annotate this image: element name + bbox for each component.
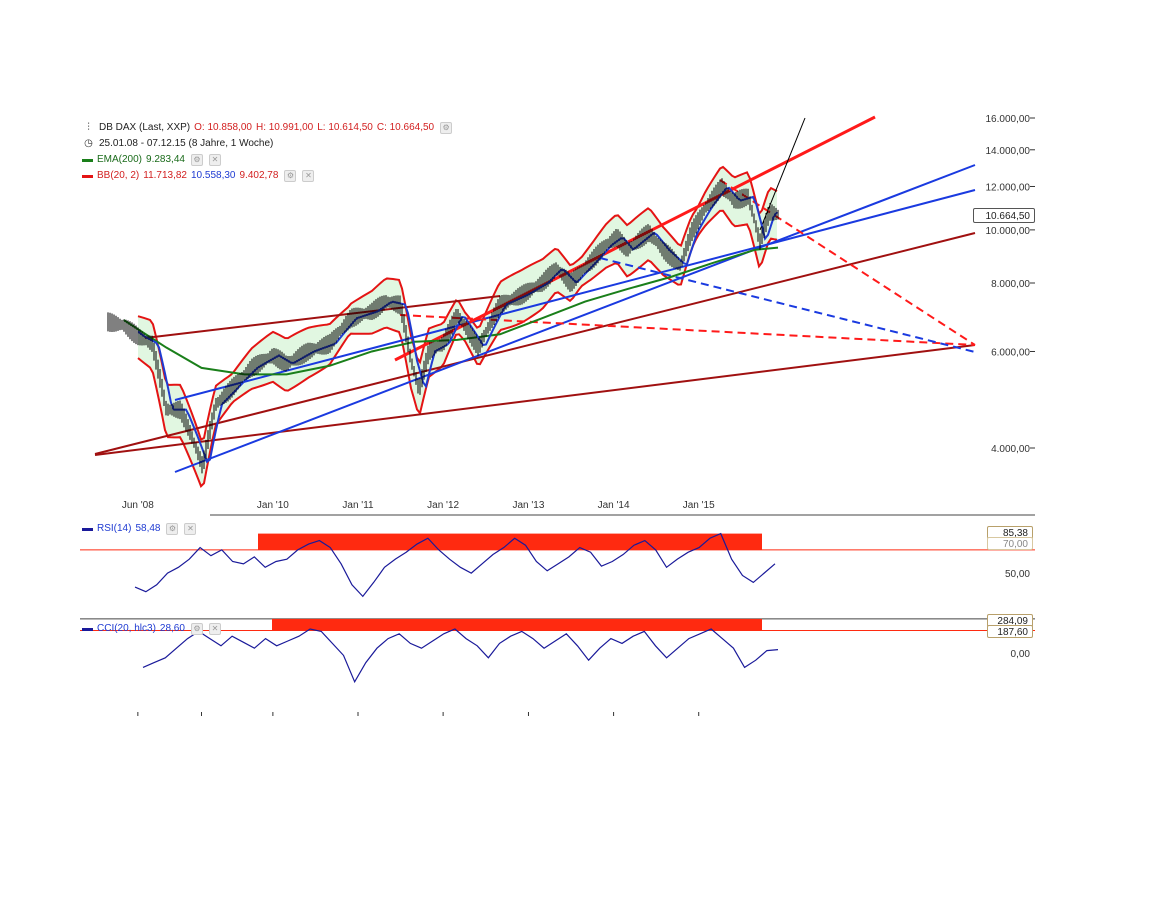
rsi-tick-label: 50,00 bbox=[1005, 569, 1030, 580]
blue-trendline-mid bbox=[174, 189, 976, 401]
bb-close-icon[interactable]: ✕ bbox=[302, 170, 315, 182]
bb-swatch bbox=[82, 174, 93, 178]
x-tick-label: Jun '08 bbox=[122, 500, 154, 511]
y-tick-label: 14.000,00 bbox=[986, 146, 1031, 157]
bb-label: BB(20, 2) bbox=[97, 170, 140, 181]
bb-settings-icon[interactable]: ⚙ bbox=[284, 170, 297, 182]
black-steep-line bbox=[759, 117, 806, 231]
settings-icon[interactable]: ⚙ bbox=[440, 122, 453, 134]
bb-mid-value: 10.558,30 bbox=[191, 170, 236, 181]
x-tick-label: Jan '12 bbox=[427, 500, 459, 511]
ema-value: 9.283,44 bbox=[146, 154, 185, 165]
instrument-name: DB DAX (Last, XXP) bbox=[99, 122, 191, 133]
main-price-panel: 16.000,00 14.000,00 12.000,00 10.000,00 8.00… bbox=[94, 114, 1035, 511]
rsi-ob-box: 70,00 bbox=[987, 537, 1033, 550]
cci-tick-label: 0,00 bbox=[1011, 649, 1031, 660]
y-tick-label: 6.000,00 bbox=[991, 347, 1030, 358]
long-trendline-upper bbox=[94, 232, 976, 455]
red-trendline-thick bbox=[394, 115, 876, 362]
cci-legend: CCI(20, hlc3) 28,60 ⚙ ✕ bbox=[82, 621, 221, 637]
cci-ob-box: 187,60 bbox=[987, 625, 1033, 638]
cci-line bbox=[142, 628, 779, 684]
y-tick-label: 16.000,00 bbox=[986, 114, 1031, 125]
cci-overbought-band bbox=[272, 618, 762, 631]
high-value: H: 10.991,00 bbox=[255, 122, 314, 133]
rsi-close-icon[interactable]: ✕ bbox=[184, 523, 197, 535]
y-tick-label: 4.000,00 bbox=[991, 444, 1030, 455]
cci-close-icon[interactable]: ✕ bbox=[208, 623, 221, 635]
legend-instrument-row: ⫶ DB DAX (Last, XXP) O: 10.858,00 H: 10.… bbox=[82, 120, 453, 136]
rsi-settings-icon[interactable]: ⚙ bbox=[166, 523, 179, 535]
cci-panel: 0,00 bbox=[80, 618, 1035, 716]
x-tick-label: Jan '15 bbox=[683, 500, 715, 511]
rsi-value: 58,48 bbox=[135, 523, 161, 534]
bollinger-lower-band bbox=[137, 209, 778, 488]
cci-label: CCI(20, hlc3) bbox=[97, 623, 156, 634]
bb-lower-value: 9.402,78 bbox=[239, 170, 279, 181]
rsi-line bbox=[134, 532, 776, 598]
x-tick-label: Jan '13 bbox=[513, 500, 545, 511]
bb-upper-value: 11.713,82 bbox=[143, 170, 187, 181]
close-value: C: 10.664,50 bbox=[376, 122, 435, 133]
cci-swatch bbox=[82, 627, 93, 631]
x-tick-label: Jan '14 bbox=[598, 500, 630, 511]
y-tick-label: 8.000,00 bbox=[991, 279, 1030, 290]
rsi-swatch bbox=[82, 527, 93, 531]
bar-chart-icon: ⫶ bbox=[87, 122, 90, 133]
rsi-panel: 50,00 bbox=[80, 514, 1035, 598]
cci-settings-icon[interactable]: ⚙ bbox=[190, 623, 203, 635]
y-tick-label: 10.000,00 bbox=[986, 226, 1031, 237]
ema-close-icon[interactable]: ✕ bbox=[208, 154, 221, 166]
last-price-box: 10.664,50 bbox=[973, 208, 1035, 223]
low-value: L: 10.614,50 bbox=[317, 122, 373, 133]
long-trendline-lower bbox=[94, 344, 976, 456]
x-tick-label: Jan '11 bbox=[342, 500, 374, 511]
blue-trendline-steep bbox=[174, 164, 976, 473]
cci-value: 28,60 bbox=[159, 623, 185, 634]
bollinger-middle-band bbox=[137, 186, 778, 464]
open-value: O: 10.858,00 bbox=[194, 122, 252, 133]
ema-settings-icon[interactable]: ⚙ bbox=[190, 154, 203, 166]
legend-ema-row: EMA(200) 9.283,44 ⚙ ✕ bbox=[82, 152, 452, 168]
y-tick-label: 12.000,00 bbox=[986, 182, 1031, 193]
rsi-legend: RSI(14) 58,48 ⚙ ✕ bbox=[82, 521, 197, 537]
legend-period-row: ◷ 25.01.08 - 07.12.15 (8 Jahre, 1 Woche) bbox=[82, 136, 452, 152]
chart-legend: ⫶ DB DAX (Last, XXP) O: 10.858,00 H: 10.… bbox=[82, 120, 453, 184]
ema-swatch bbox=[82, 158, 93, 162]
ema-200-line bbox=[123, 246, 779, 376]
blue-dashed-decline bbox=[599, 257, 976, 353]
period-text: 25.01.08 - 07.12.15 (8 Jahre, 1 Woche) bbox=[99, 138, 274, 149]
clock-icon: ◷ bbox=[84, 138, 93, 149]
red-dashed-decline bbox=[719, 179, 976, 346]
ema-label: EMA(200) bbox=[97, 154, 143, 165]
rsi-label: RSI(14) bbox=[97, 523, 132, 534]
legend-bb-row: BB(20, 2) 11.713,82 10.558,30 9.402,78 ⚙… bbox=[82, 168, 452, 184]
x-tick-label: Jan '10 bbox=[257, 500, 289, 511]
channel-top-line bbox=[144, 295, 501, 339]
